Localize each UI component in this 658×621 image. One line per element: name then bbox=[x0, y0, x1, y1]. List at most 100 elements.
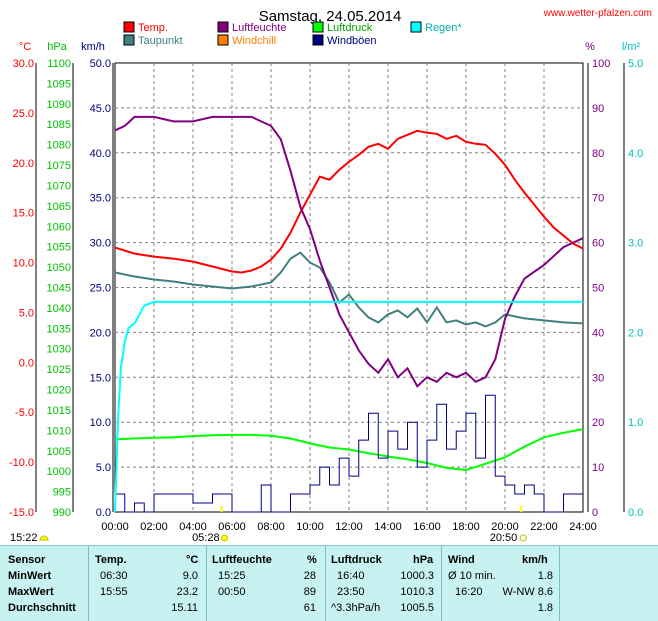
website-link[interactable]: www.wetter-pfalzen.com bbox=[543, 8, 652, 19]
series-line-temp bbox=[114, 129, 584, 274]
legend-swatch bbox=[312, 34, 324, 46]
tick-label-wind: 5.0 bbox=[96, 462, 111, 474]
stats-pressure-value: 1000.3 bbox=[400, 570, 434, 582]
series-line-luftfeuchte bbox=[114, 115, 584, 388]
tick-label-humidity: 40 bbox=[592, 327, 604, 339]
weather-chart: Samstag, 24.05.2014 www.wetter-pfalzen.c… bbox=[9, 8, 652, 544]
tick-label-time: 14:00 bbox=[374, 521, 402, 533]
tick-label-pressure: 1020 bbox=[47, 385, 71, 397]
chart-title: Samstag, 24.05.2014 bbox=[259, 8, 402, 25]
tick-label-rain: 5.0 bbox=[628, 58, 643, 70]
tick-label-wind: 15.0 bbox=[90, 372, 111, 384]
tick-label-pressure: 1060 bbox=[47, 221, 71, 233]
tick-label-temp: 25.0 bbox=[13, 108, 34, 120]
stats-header-wind-unit: km/h bbox=[522, 554, 548, 566]
tick-label-pressure: 1040 bbox=[47, 303, 71, 315]
tick-label-pressure: 1075 bbox=[47, 160, 71, 172]
tick-label-time: 00:00 bbox=[101, 521, 129, 533]
series-line-regen bbox=[114, 300, 583, 513]
data-series bbox=[114, 115, 584, 513]
stats-temp-time: 15:55 bbox=[100, 586, 128, 598]
series-line-luftdruck bbox=[114, 428, 584, 472]
sun-markers: 05:28 20:50 15:22 bbox=[10, 506, 527, 544]
tick-label-time: 08:00 bbox=[257, 521, 285, 533]
tick-label-wind: 20.0 bbox=[90, 327, 111, 339]
stats-humidity-time: 15:25 bbox=[218, 570, 246, 582]
sunrise-label: 05:28 bbox=[192, 532, 220, 544]
tick-label-time: 16:00 bbox=[413, 521, 441, 533]
tick-label-time: 02:00 bbox=[140, 521, 168, 533]
tick-label-rain: 4.0 bbox=[628, 148, 643, 160]
tick-label-humidity: 80 bbox=[592, 148, 604, 160]
legend-swatch bbox=[123, 21, 135, 33]
tick-label-temp: -10.0 bbox=[9, 457, 34, 469]
stats-header-wind: Wind bbox=[448, 554, 475, 566]
axis-ticks: 30.0 25.0 20.0 15.0 10.0 5.0 0.0 -5.0 -10.0 -15.0… bbox=[9, 58, 643, 533]
sunset-marker bbox=[520, 506, 523, 512]
tick-label-pressure: 1010 bbox=[47, 425, 71, 437]
tick-label-pressure: 1000 bbox=[47, 466, 71, 478]
tick-label-humidity: 70 bbox=[592, 193, 604, 205]
stats-header-temp-unit: °C bbox=[186, 554, 199, 566]
stats-wind-value: 1.8 bbox=[537, 602, 553, 614]
legend-label: Regen* bbox=[425, 22, 462, 34]
tick-label-pressure: 1085 bbox=[47, 119, 71, 131]
tick-label-pressure: 1095 bbox=[47, 78, 71, 90]
tick-label-temp: -5.0 bbox=[15, 407, 34, 419]
tick-label-pressure: 1050 bbox=[47, 262, 71, 274]
current-time-label: 15:22 bbox=[10, 532, 38, 544]
legend-swatch bbox=[123, 34, 135, 46]
stats-temp-value: 9.0 bbox=[182, 570, 198, 582]
stats-header-sensor: Sensor bbox=[8, 554, 46, 566]
tick-label-time: 20:00 bbox=[491, 521, 519, 533]
tick-label-humidity: 60 bbox=[592, 238, 604, 250]
sun-icon bbox=[39, 535, 49, 541]
tick-label-temp: 20.0 bbox=[13, 158, 34, 170]
sunset-icon bbox=[519, 534, 527, 542]
stats-humidity-time: 00:50 bbox=[218, 586, 246, 598]
unit-temp: °C bbox=[19, 41, 31, 53]
stats-column-divider bbox=[206, 546, 207, 621]
legend-label: Temp. bbox=[138, 22, 168, 34]
stats-pressure-value: 1005.5 bbox=[400, 602, 434, 614]
stats-wind-time: Ø 10 min. bbox=[448, 570, 496, 582]
tick-label-time: 06:00 bbox=[218, 521, 246, 533]
stats-wind-value: 1.8 bbox=[537, 570, 553, 582]
tick-label-time: 24:00 bbox=[569, 521, 597, 533]
tick-label-pressure: 1070 bbox=[47, 180, 71, 192]
stats-row-label: MaxWert bbox=[8, 586, 54, 598]
tick-label-wind: 10.0 bbox=[90, 417, 111, 429]
stats-header-humidity: Luftfeuchte bbox=[212, 554, 272, 566]
legend-swatch bbox=[410, 21, 422, 33]
unit-pressure: hPa bbox=[47, 41, 67, 53]
series-line-taupunkt bbox=[114, 251, 584, 328]
legend-label: Luftfeuchte bbox=[232, 22, 286, 34]
tick-label-humidity: 30 bbox=[592, 372, 604, 384]
stats-column-divider bbox=[325, 546, 326, 621]
sunrise-marker bbox=[220, 506, 223, 512]
statistics-table: Sensor Temp. °C Luftfeuchte % Luftdruck … bbox=[0, 545, 658, 621]
sunset-label: 20:50 bbox=[490, 532, 518, 544]
tick-label-wind: 50.0 bbox=[90, 58, 111, 70]
tick-label-pressure: 1080 bbox=[47, 140, 71, 152]
tick-label-wind: 40.0 bbox=[90, 148, 111, 160]
tick-label-humidity: 20 bbox=[592, 417, 604, 429]
series-line-windben bbox=[115, 394, 583, 513]
stats-humidity-value: 28 bbox=[303, 570, 316, 582]
tick-label-wind: 25.0 bbox=[90, 283, 111, 295]
stats-column-divider bbox=[441, 546, 442, 621]
tick-label-pressure: 995 bbox=[53, 487, 71, 499]
stats-temp-value: 15.11 bbox=[171, 602, 198, 614]
tick-label-temp: 0.0 bbox=[19, 357, 34, 369]
tick-label-temp: 15.0 bbox=[13, 208, 34, 220]
axis-units: °C hPa km/h% l/m² bbox=[19, 41, 641, 53]
stats-temp-time: 06:30 bbox=[100, 570, 128, 582]
stats-column-divider bbox=[559, 546, 560, 621]
stats-header-pressure: Luftdruck bbox=[331, 554, 382, 566]
tick-label-temp: 10.0 bbox=[13, 258, 34, 270]
tick-label-wind: 45.0 bbox=[90, 103, 111, 115]
tick-label-wind: 0.0 bbox=[96, 507, 111, 519]
stats-row-label: Durchschnitt bbox=[8, 602, 76, 614]
sunrise-icon bbox=[221, 534, 229, 542]
